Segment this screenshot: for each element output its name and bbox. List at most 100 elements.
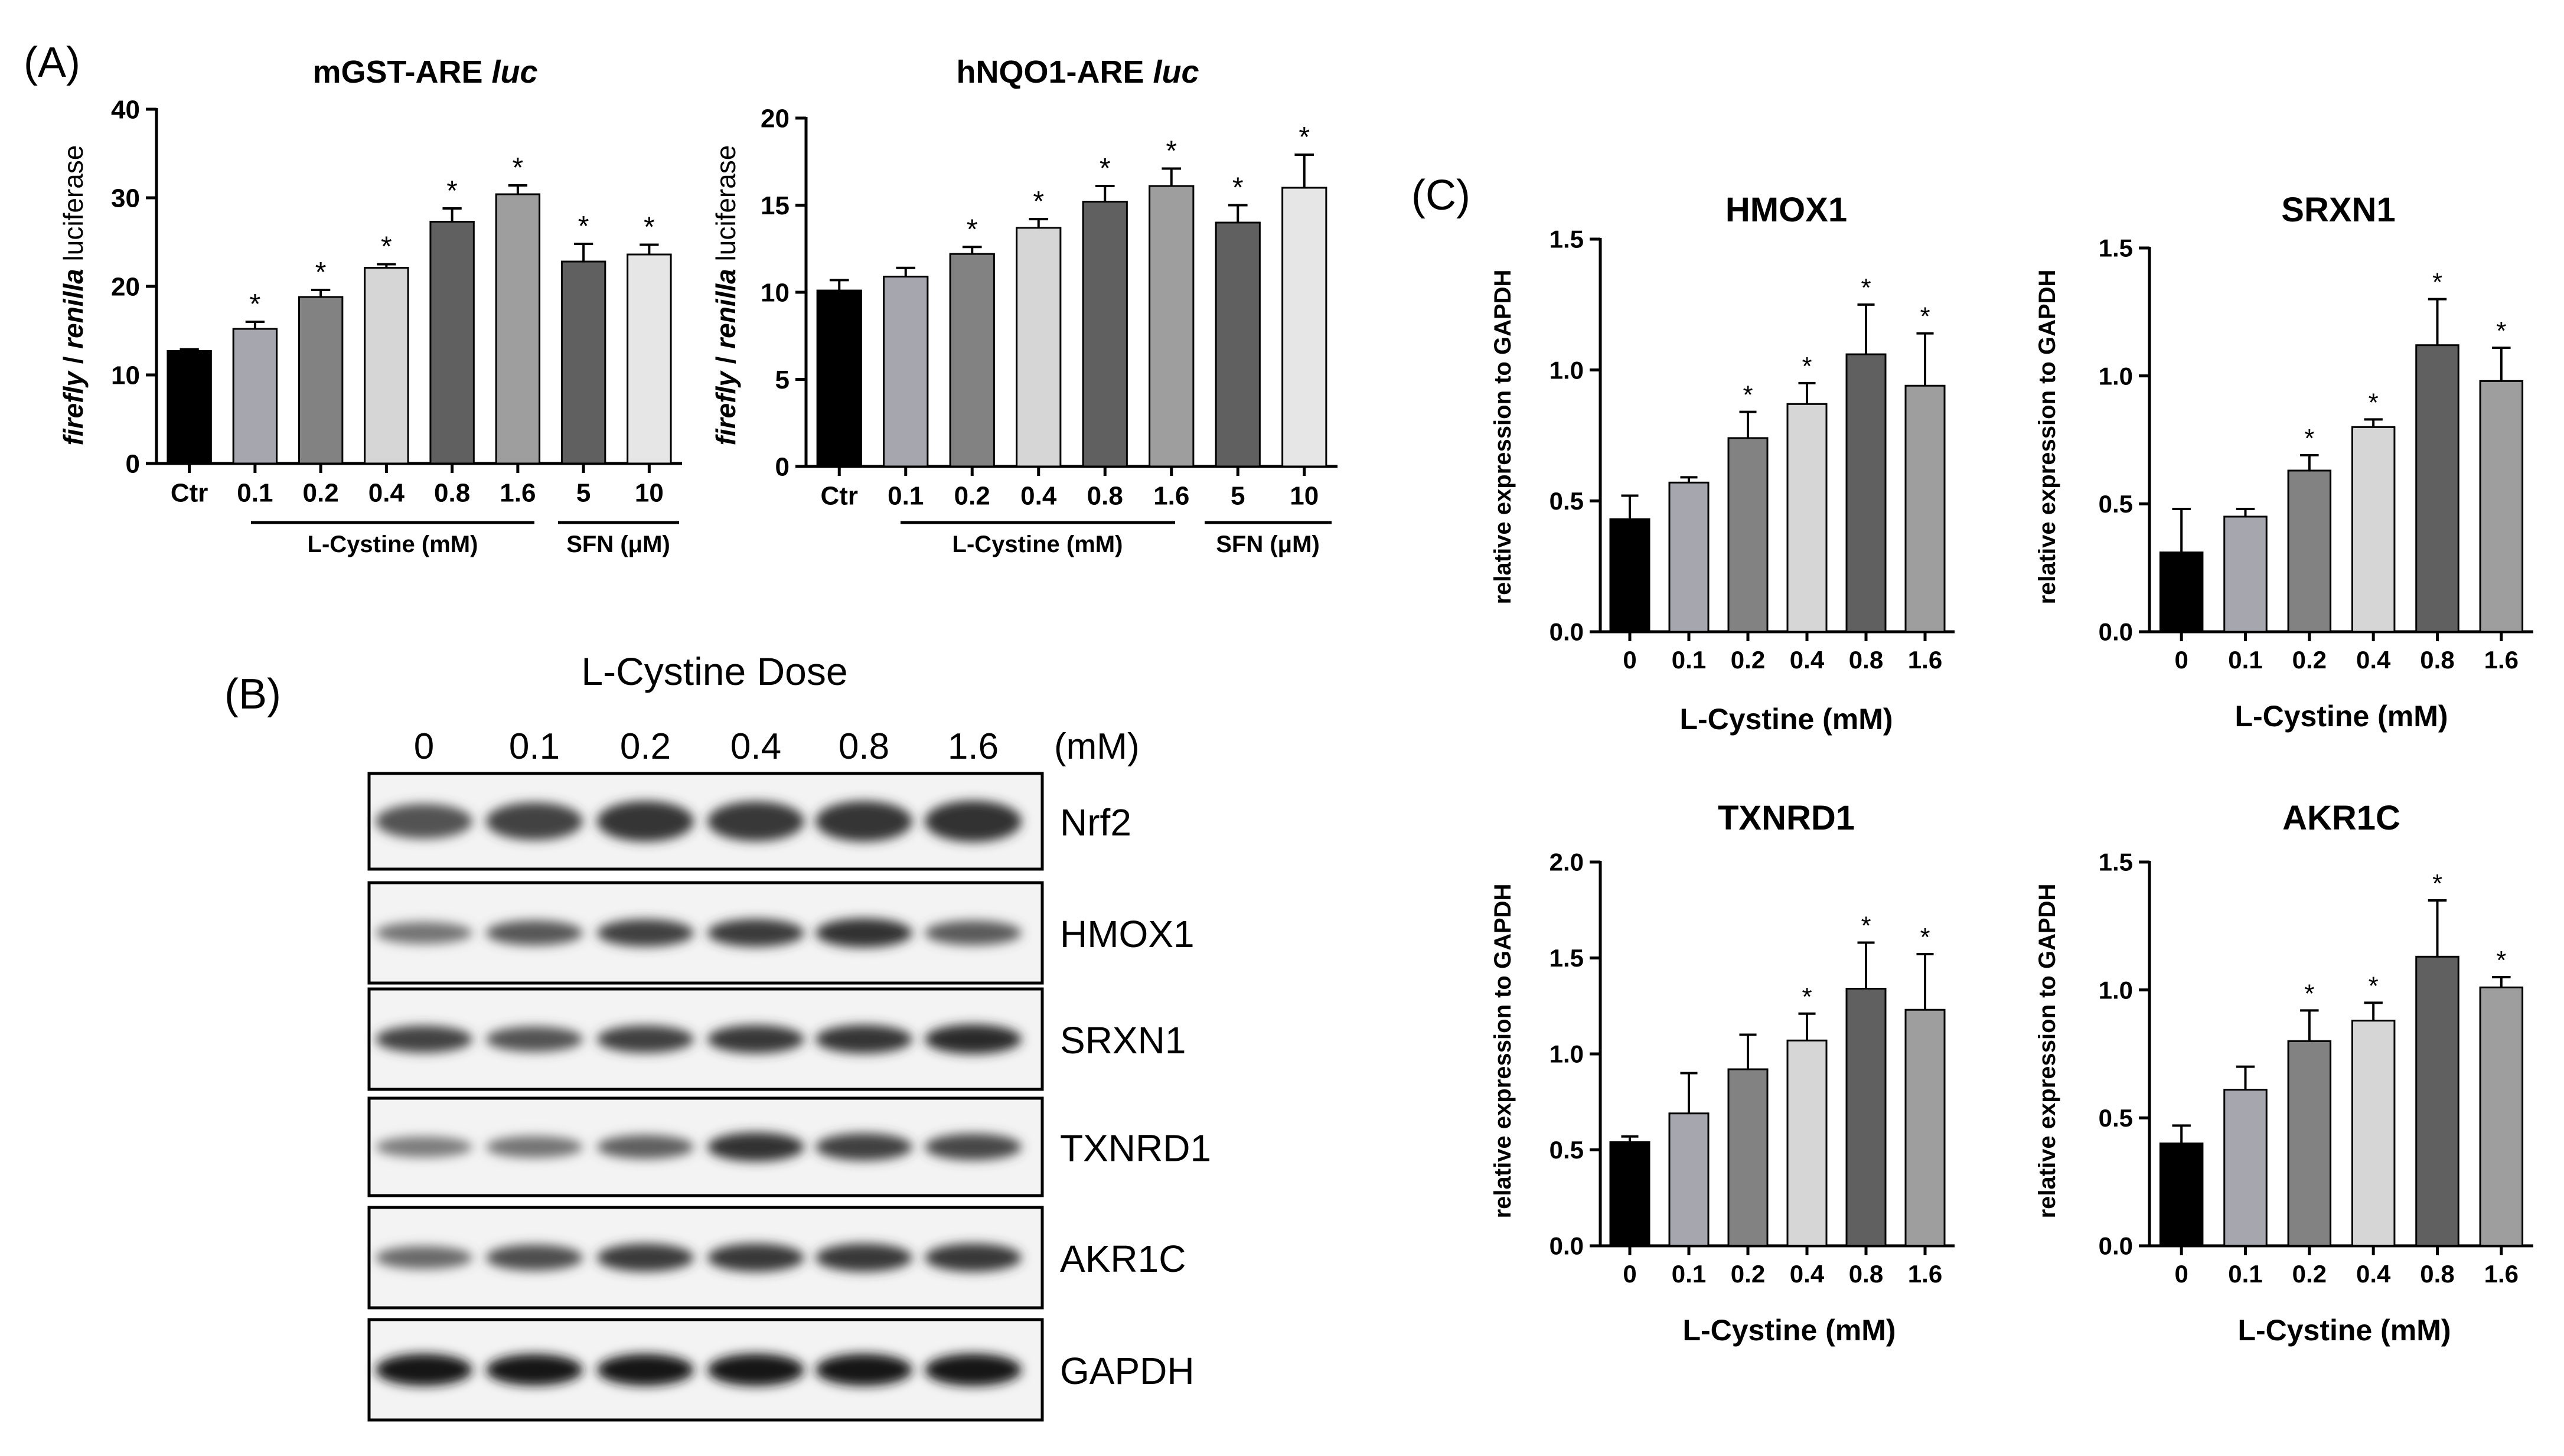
significance-marker: *: [967, 214, 978, 245]
x-tick-label: 1.6: [1908, 646, 1942, 674]
y-tick-label: 1.0: [2099, 976, 2133, 1004]
bar: [560, 260, 606, 465]
significance-marker: *: [1920, 302, 1930, 331]
x-tick-label: 0.4: [1790, 646, 1825, 674]
y-axis-label: relative expression to GAPDH: [2034, 270, 2060, 605]
significance-marker: *: [2496, 946, 2506, 975]
chart-title: hNQO1-ARE luc: [956, 54, 1199, 90]
blot-band: [597, 919, 694, 947]
blot-band: [815, 1353, 912, 1386]
y-tick-label: 10: [111, 361, 140, 390]
bar: [1082, 201, 1128, 468]
blot-band: [707, 1243, 804, 1272]
y-axis-label: relative expression to GAPDH: [1490, 884, 1516, 1219]
significance-marker: *: [381, 231, 392, 263]
x-tick-label: 0.4: [368, 478, 405, 507]
significance-marker: *: [1299, 122, 1310, 153]
bar: [1845, 353, 1887, 633]
x-axis-label: L-Cystine (mM): [2234, 700, 2448, 733]
blot-band: [925, 1243, 1022, 1272]
x-axis-label: L-Cystine (mM): [2237, 1314, 2451, 1347]
x-tick-label: 1.6: [1908, 1260, 1942, 1288]
blot-band: [815, 801, 912, 842]
bar: [1786, 403, 1828, 633]
y-tick-label: 1.5: [1550, 944, 1584, 972]
chart-title-italic: luc: [492, 54, 538, 90]
x-tick-label: 0.2: [2292, 646, 2327, 674]
y-axis-label: firefly / renilla luciferase: [58, 145, 89, 446]
chart-title: SRXN1: [2281, 191, 2395, 229]
bar: [1149, 185, 1195, 468]
y-tick-label: 1.0: [2099, 362, 2133, 390]
blot-band: [815, 1243, 912, 1272]
y-axis-label-italic-2: renilla: [58, 269, 89, 349]
chart-txnrd1: TXNRD1 relative expression to GAPDH 0.0 0…: [1490, 799, 1955, 1347]
significance-marker: *: [1861, 273, 1871, 302]
blot-band: [707, 919, 804, 947]
bar: [1786, 1039, 1828, 1247]
y-tick-label: 5: [775, 365, 790, 394]
bar: [1727, 1068, 1769, 1247]
chart-title-italic: luc: [1153, 54, 1199, 90]
significance-marker: *: [1166, 136, 1177, 167]
bar: [1845, 988, 1887, 1247]
chart-title-main: mGST-ARE: [312, 54, 491, 90]
dose-label: 0: [414, 726, 434, 767]
bar: [816, 289, 862, 468]
x-tick-label: 10: [1290, 481, 1319, 510]
significance-marker: *: [446, 175, 458, 207]
y-axis-label: relative expression to GAPDH: [2034, 884, 2060, 1219]
x-tick-label: 0: [2174, 1260, 2188, 1288]
significance-marker: *: [2304, 424, 2314, 453]
x-tick-label: 0.2: [2292, 1260, 2327, 1288]
x-tick-label: Ctr: [171, 478, 208, 507]
bar: [1016, 227, 1062, 468]
x-tick-label: 0.1: [2228, 646, 2262, 674]
x-tick-label: 0.8: [1849, 646, 1883, 674]
y-tick-label: 1.0: [1550, 1040, 1584, 1068]
blot-band: [376, 804, 472, 839]
dose-label: 1.6: [948, 726, 999, 767]
x-tick-label: 0.4: [1020, 481, 1057, 510]
blot-band: [376, 922, 472, 944]
y-axis-label-sep: /: [710, 349, 741, 371]
x-tick-label: 0.4: [1790, 1260, 1825, 1288]
y-tick-label: 0: [775, 452, 790, 481]
blot-band: [815, 918, 912, 948]
x-tick-label: 0.1: [2228, 1260, 2262, 1288]
x-tick-label: 5: [576, 478, 591, 507]
significance-marker: *: [1802, 352, 1812, 381]
y-tick-label: 20: [761, 104, 790, 133]
blot-band: [376, 1026, 472, 1053]
blot-band: [486, 1244, 583, 1271]
x-tick-label: 10: [635, 478, 664, 507]
bar: [1904, 1008, 1946, 1247]
chart-title: TXNRD1: [1718, 799, 1855, 837]
x-tick-label: 0: [2174, 646, 2188, 674]
blot-band: [925, 1024, 1022, 1054]
group-label-sfn: SFN (μM): [566, 531, 670, 557]
bar: [2159, 1142, 2204, 1247]
blot-band: [597, 1243, 694, 1272]
blot-band: [707, 1353, 804, 1386]
bar: [2287, 1040, 2332, 1247]
blot-band: [925, 1353, 1022, 1386]
bar: [298, 296, 344, 465]
y-tick-label: 0: [126, 449, 140, 478]
blot-band: [486, 920, 583, 946]
panel-letter-c: (C): [1411, 172, 1470, 219]
bar: [2415, 955, 2459, 1247]
blot-band: [925, 801, 1022, 842]
blot-band: [486, 1135, 583, 1158]
blot-band: [925, 1133, 1022, 1161]
bar: [627, 253, 672, 465]
y-axis-label-italic-1: firefly: [710, 370, 741, 446]
x-tick-label: 0.4: [2356, 1260, 2391, 1288]
x-axis-label: L-Cystine (mM): [1679, 703, 1893, 736]
significance-marker: *: [315, 257, 327, 288]
dose-label: 0.1: [509, 726, 560, 767]
x-tick-label: 0.1: [1672, 1260, 1706, 1288]
significance-marker: *: [1861, 912, 1871, 941]
y-tick-label: 1.5: [2099, 848, 2133, 876]
